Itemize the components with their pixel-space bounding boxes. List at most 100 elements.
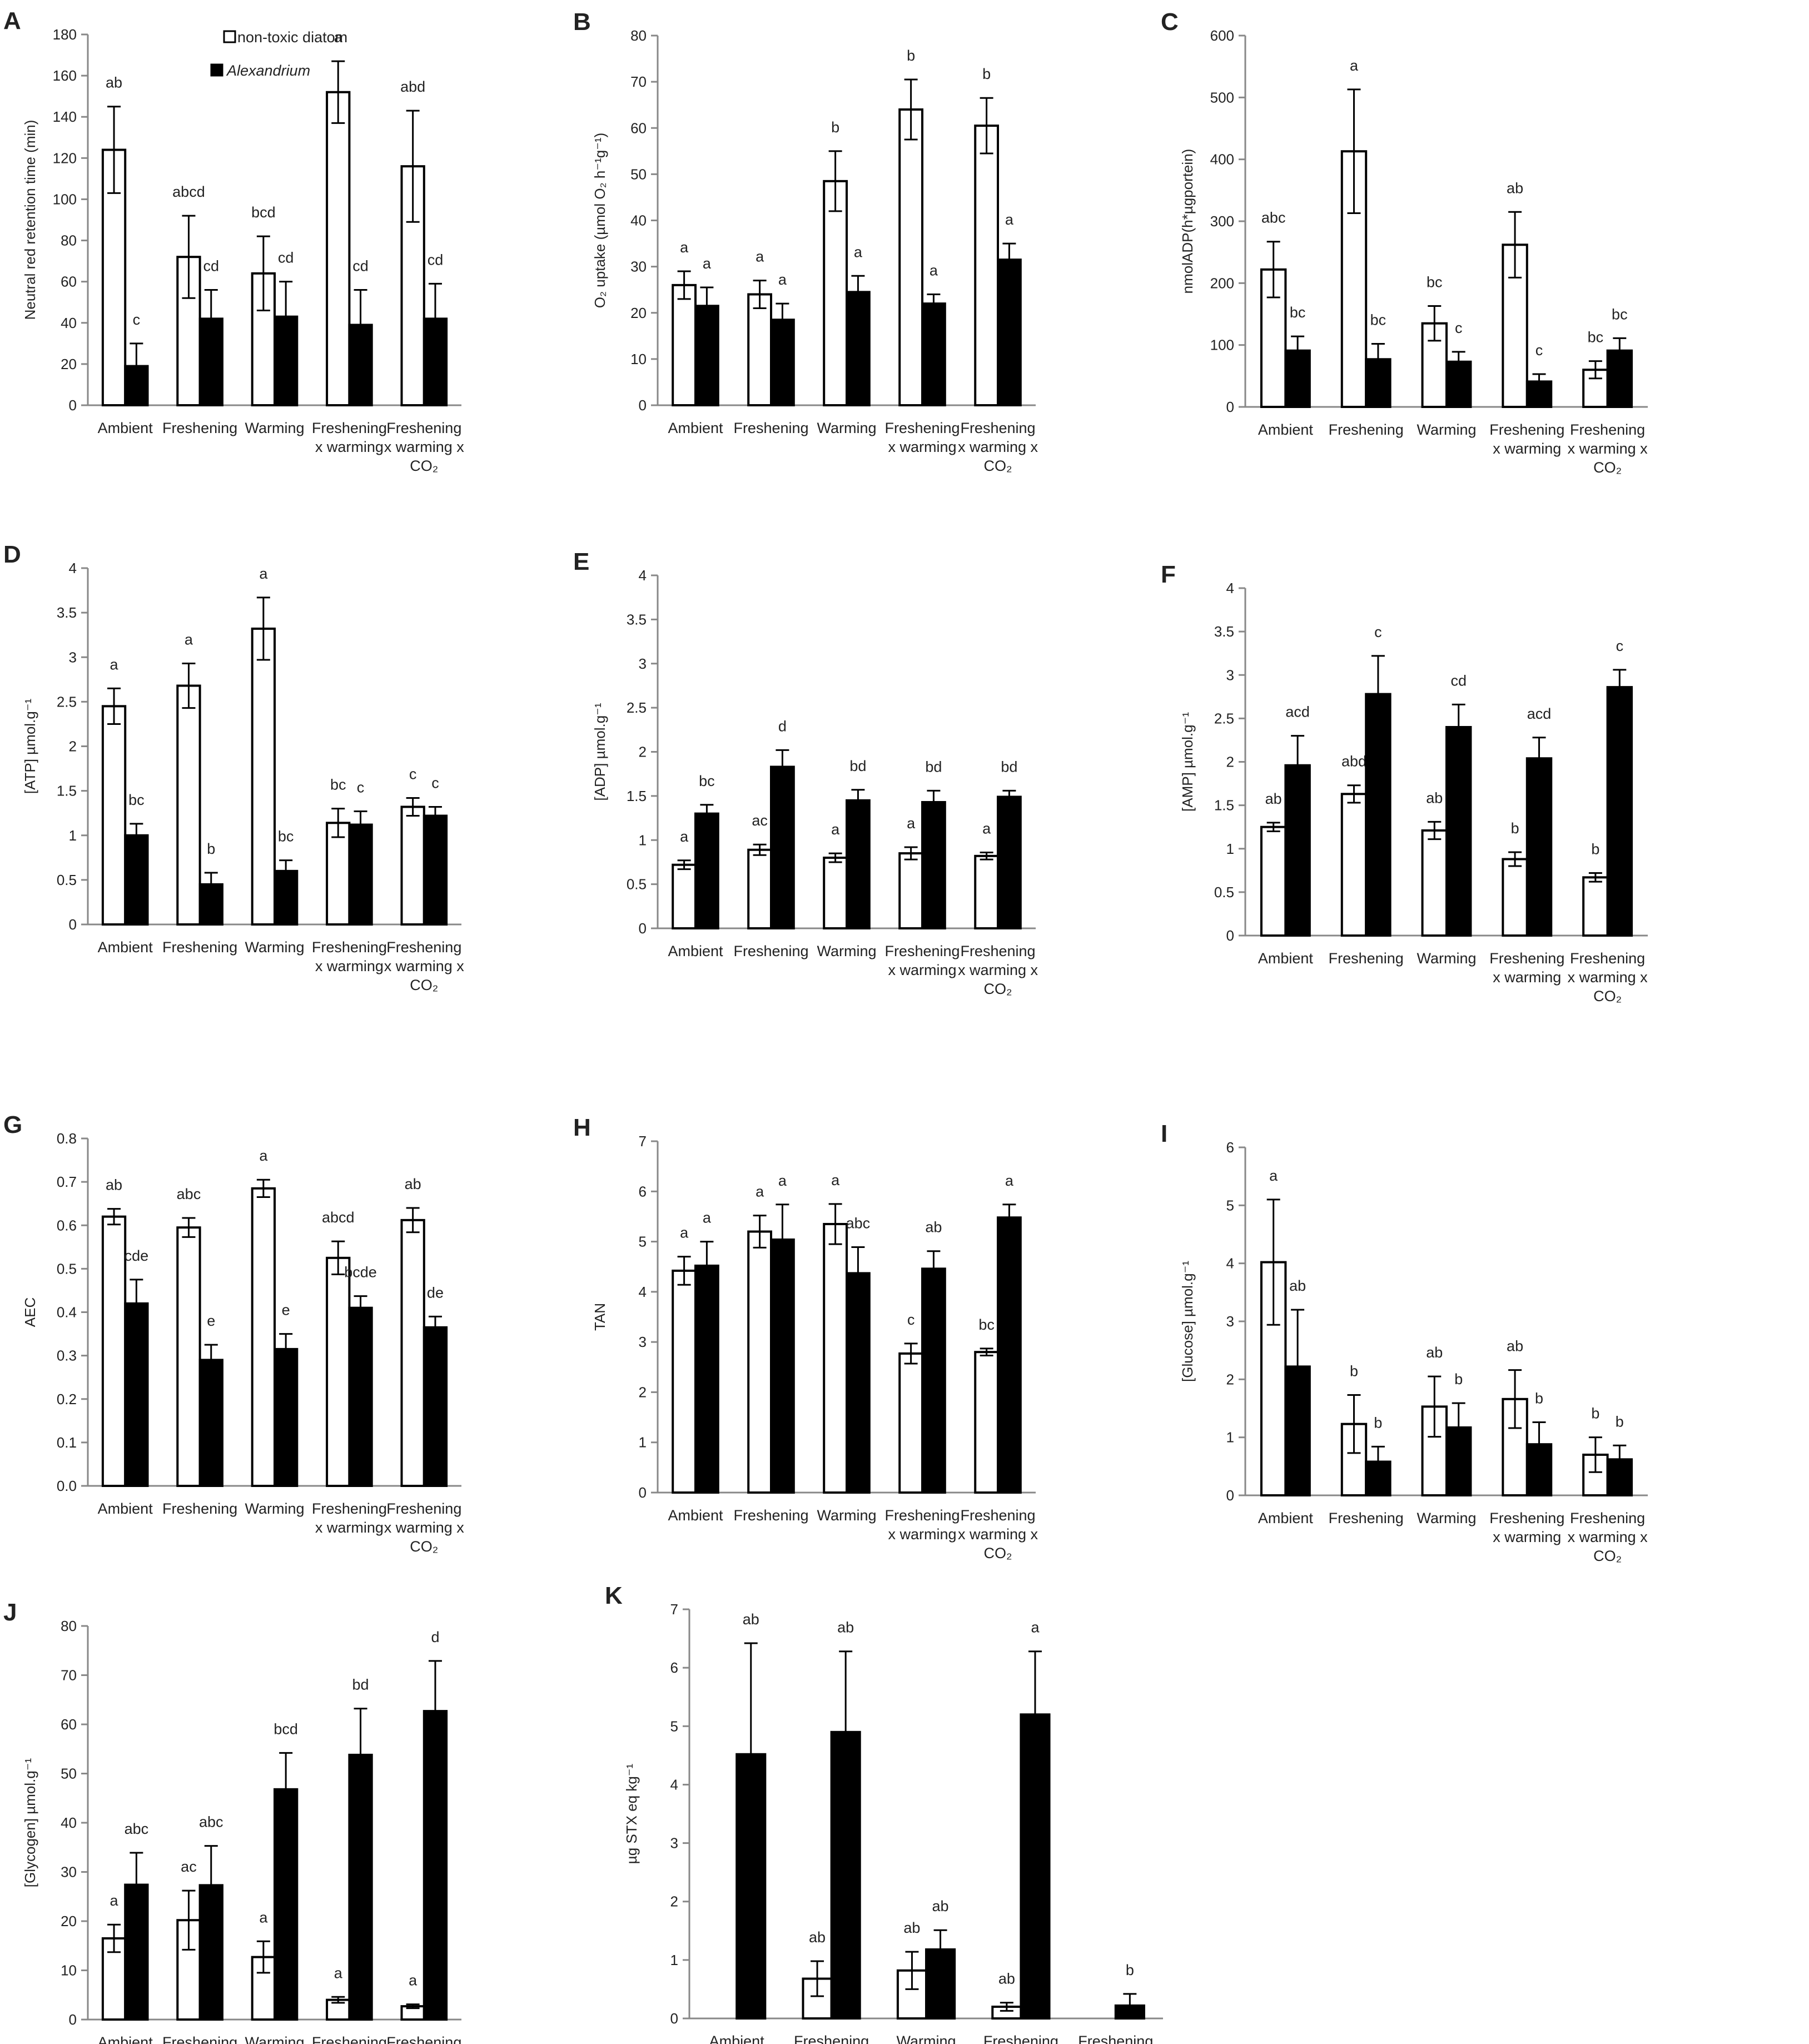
y-tick-label: 1 xyxy=(1226,841,1234,857)
category-label: x warming xyxy=(888,962,956,978)
significance-label: a xyxy=(1350,57,1359,74)
y-tick-label: 0 xyxy=(639,1484,647,1501)
category-label: Warming xyxy=(817,1507,876,1524)
y-tick-label: 3 xyxy=(639,1334,647,1350)
category-label: x warming x xyxy=(384,958,465,974)
category-label: Freshening xyxy=(733,420,808,436)
significance-label: a xyxy=(259,565,268,582)
bar-alexandrium xyxy=(1525,757,1553,937)
y-tick-label: 0.7 xyxy=(57,1173,77,1190)
significance-label: abcd xyxy=(322,1209,355,1226)
bar-alexandrium xyxy=(423,814,448,926)
significance-label: a xyxy=(756,1183,764,1200)
category-label: Ambient xyxy=(98,939,153,956)
y-tick-label: 0.2 xyxy=(57,1391,77,1408)
bar-alexandrium xyxy=(846,799,871,929)
category-label: x warming x xyxy=(1568,1529,1648,1545)
significance-label: ab xyxy=(809,1929,826,1946)
panel-label: H xyxy=(573,1114,591,1141)
bar-alexandrium xyxy=(348,1306,373,1487)
bar-alexandrium xyxy=(1365,693,1391,937)
y-axis-label: O₂ uptake (µmol O₂ h⁻¹g⁻¹) xyxy=(592,133,608,308)
category-label: Warming xyxy=(245,2034,304,2044)
category-label: x warming x xyxy=(1568,440,1648,457)
category-label: CO₂ xyxy=(410,1538,438,1555)
y-tick-label: 4 xyxy=(1226,1255,1234,1272)
y-tick-label: 180 xyxy=(53,26,77,43)
y-tick-label: 6 xyxy=(670,1659,678,1676)
bar-alexandrium xyxy=(1445,726,1472,937)
significance-label: a xyxy=(907,815,916,832)
category-label: Freshening xyxy=(386,939,461,956)
y-tick-label: 2.5 xyxy=(1214,710,1234,727)
category-label: Freshening xyxy=(960,943,1035,959)
significance-label: b xyxy=(831,119,839,136)
bar-diatom xyxy=(823,857,848,929)
legend-label-diatom: non-toxic diatom xyxy=(237,29,347,46)
category-label: Freshening xyxy=(1570,1510,1645,1526)
bar-diatom xyxy=(747,1230,772,1494)
significance-label: ab xyxy=(1507,180,1523,196)
y-tick-label: 3 xyxy=(670,1835,678,1852)
significance-label: ab xyxy=(1289,1277,1306,1294)
y-tick-label: 3 xyxy=(1226,667,1234,683)
panel-h: H01234567TANaaAmbientaaFresheningaabcWar… xyxy=(573,1114,1038,1561)
bar-alexandrium xyxy=(770,1238,795,1494)
y-tick-label: 20 xyxy=(61,1913,77,1929)
y-tick-label: 30 xyxy=(61,1864,77,1881)
bar-diatom xyxy=(974,1351,999,1494)
category-label: Freshening xyxy=(162,939,237,956)
significance-label: d xyxy=(431,1629,439,1645)
y-tick-label: 60 xyxy=(630,120,647,136)
y-tick-label: 10 xyxy=(61,1962,77,1979)
y-tick-label: 50 xyxy=(630,166,647,182)
significance-label: a xyxy=(680,1225,689,1241)
bar-diatom xyxy=(326,91,351,406)
bar-alexandrium xyxy=(694,812,719,929)
significance-label: bc xyxy=(1588,329,1604,346)
y-tick-label: 80 xyxy=(61,1618,77,1634)
significance-label: b xyxy=(1616,1413,1624,1430)
y-tick-label: 2.5 xyxy=(57,693,77,710)
bar-alexandrium xyxy=(846,291,871,406)
y-axis-label: Neutral red retention time (min) xyxy=(22,120,38,320)
category-label: CO₂ xyxy=(984,457,1012,474)
bar-diatom xyxy=(326,822,351,926)
bar-diatom xyxy=(672,284,697,406)
panel-b: B 0 10 20 30 40 50 60 70 80 O₂ uptake (µmol O₂ h⁻¹… xyxy=(573,8,1038,474)
significance-label: e xyxy=(282,1302,290,1319)
category-label: x warming xyxy=(888,1526,956,1543)
y-tick-label: 140 xyxy=(53,108,77,125)
bar-diatom xyxy=(823,1222,848,1494)
bar-diatom xyxy=(101,1215,127,1487)
significance-label: ab xyxy=(405,1176,421,1192)
significance-label: bc xyxy=(1290,304,1306,321)
significance-label: cde xyxy=(125,1247,149,1264)
category-label: x warming x xyxy=(958,1526,1038,1543)
significance-label: bd xyxy=(925,758,942,775)
y-tick-label: 3 xyxy=(639,655,647,672)
significance-label: a xyxy=(1031,1619,1040,1636)
significance-label: ac xyxy=(752,812,768,829)
category-label: x warming xyxy=(1493,1529,1561,1545)
y-tick-label: 0.6 xyxy=(57,1217,77,1234)
significance-label: a xyxy=(778,1172,787,1189)
significance-label: b xyxy=(982,66,991,82)
y-tick-label: 60 xyxy=(61,1716,77,1733)
significance-label: b xyxy=(1591,841,1599,858)
y-tick-label: 1.5 xyxy=(57,783,77,799)
significance-label: c xyxy=(1616,638,1624,654)
y-tick-label: 0 xyxy=(1226,399,1234,415)
significance-label: c xyxy=(1535,342,1543,359)
category-label: x warming xyxy=(315,439,384,455)
y-tick-label: 3.5 xyxy=(627,611,647,628)
y-axis-label: [ADP] µmol.g⁻¹ xyxy=(592,703,608,800)
significance-label: cd xyxy=(203,257,219,274)
y-tick-label: 3 xyxy=(69,649,77,665)
significance-label: b xyxy=(1591,1405,1599,1422)
significance-label: ab xyxy=(743,1611,759,1628)
significance-label: de xyxy=(427,1284,444,1301)
y-axis-label: µg STX eq kg⁻¹ xyxy=(623,1763,640,1864)
y-tick-label: 100 xyxy=(53,191,77,207)
